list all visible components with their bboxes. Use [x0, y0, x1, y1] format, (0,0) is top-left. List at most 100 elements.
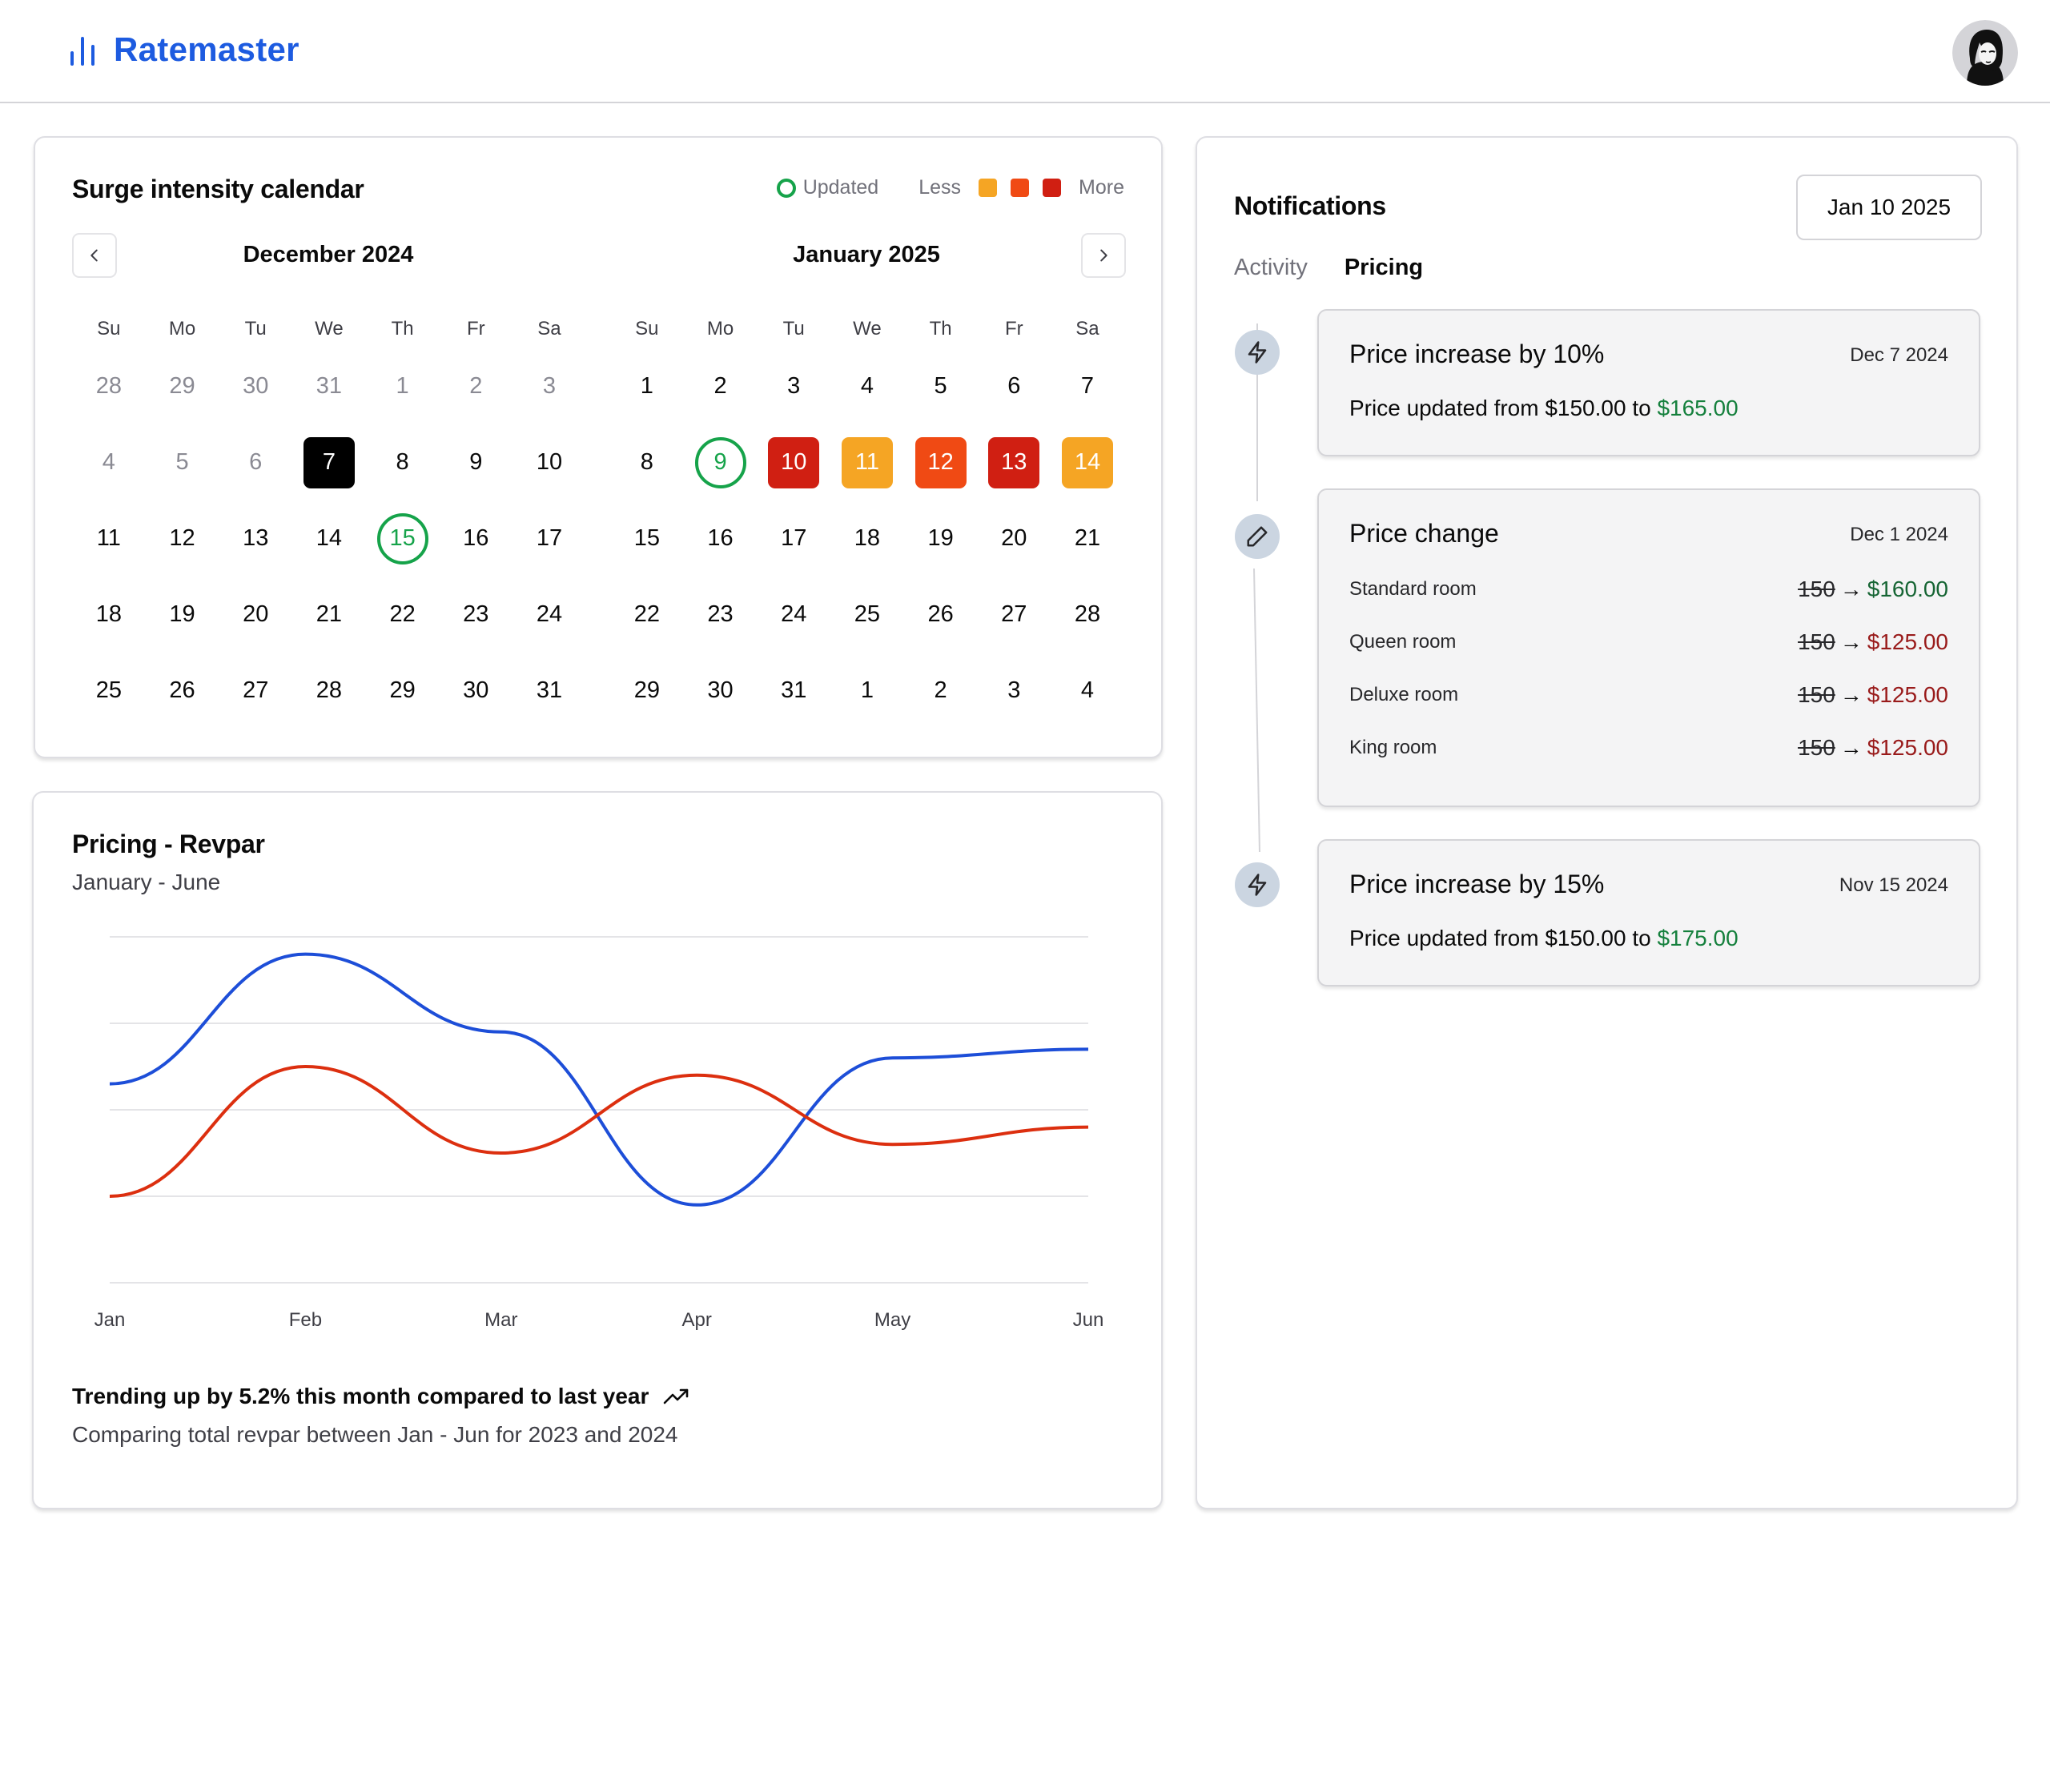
calendar-day[interactable]: 12 [904, 424, 978, 500]
calendar-day[interactable]: 18 [72, 577, 146, 653]
calendar-day[interactable]: 14 [1051, 424, 1124, 500]
calendar-day[interactable]: 1 [830, 653, 904, 729]
calendar-day[interactable]: 30 [439, 653, 512, 729]
calendar-day[interactable]: 1 [366, 348, 440, 424]
calendar-day[interactable]: 22 [366, 577, 440, 653]
calendar-day[interactable]: 18 [830, 500, 904, 577]
calendar-day[interactable]: 26 [146, 653, 219, 729]
weekday-header: Mo [706, 318, 734, 340]
calendar-day[interactable]: 15 [366, 500, 440, 577]
weekday-header: Sa [537, 318, 561, 340]
trending-up-icon [664, 1388, 689, 1404]
calendar-day[interactable]: 6 [977, 348, 1051, 424]
notification-date: Dec 7 2024 [1850, 344, 1948, 366]
calendar-day[interactable]: 20 [219, 577, 292, 653]
calendar-day[interactable]: 21 [292, 577, 366, 653]
calendar-day[interactable]: 27 [219, 653, 292, 729]
calendar-day[interactable]: 8 [366, 424, 440, 500]
next-month-button[interactable] [1081, 233, 1126, 278]
calendar-day[interactable]: 19 [904, 500, 978, 577]
calendar-day[interactable]: 2 [439, 348, 512, 424]
day-number: 16 [707, 525, 734, 551]
calendar-day[interactable]: 31 [292, 348, 366, 424]
notification-body: Price updated from $150.00 to $165.00 [1349, 396, 1738, 421]
tab-pricing[interactable]: Pricing [1344, 255, 1424, 280]
calendar-day[interactable]: 25 [72, 653, 146, 729]
calendar-day[interactable]: 2 [684, 348, 758, 424]
day-number: 4 [102, 449, 115, 475]
calendar-day[interactable]: 13 [219, 500, 292, 577]
day-number: 17 [536, 525, 563, 551]
day-number: 9 [694, 436, 746, 488]
calendar-day[interactable]: 31 [512, 653, 586, 729]
calendar-day[interactable]: 25 [830, 577, 904, 653]
user-avatar[interactable] [1952, 20, 2018, 86]
calendar-day[interactable]: 10 [757, 424, 830, 500]
calendar-day[interactable]: 24 [512, 577, 586, 653]
calendar-day[interactable]: 30 [684, 653, 758, 729]
calendar-day[interactable]: 19 [146, 577, 219, 653]
tab-activity[interactable]: Activity [1234, 255, 1308, 280]
notification-item[interactable]: Price change Dec 1 2024 Standard room 15… [1317, 488, 1980, 807]
calendar-day[interactable]: 9 [439, 424, 512, 500]
calendar-day[interactable]: 1 [610, 348, 684, 424]
calendar-day[interactable]: 4 [1051, 653, 1124, 729]
calendar-day[interactable]: 7 [292, 424, 366, 500]
calendar-day[interactable]: 16 [439, 500, 512, 577]
old-price: 150 [1798, 629, 1835, 654]
calendar-day[interactable]: 9 [684, 424, 758, 500]
calendar-day[interactable]: 11 [830, 424, 904, 500]
brand[interactable]: Ratemaster [69, 30, 299, 69]
calendar-day[interactable]: 10 [512, 424, 586, 500]
calendar-day[interactable]: 28 [292, 653, 366, 729]
date-picker-button[interactable]: Jan 10 2025 [1796, 175, 1982, 240]
calendar-day[interactable]: 23 [439, 577, 512, 653]
new-price: $165.00 [1657, 396, 1738, 420]
day-number: 15 [376, 512, 428, 565]
calendar-day[interactable]: 5 [146, 424, 219, 500]
calendar-day[interactable]: 11 [72, 500, 146, 577]
calendar-day[interactable]: 13 [977, 424, 1051, 500]
notification-item[interactable]: Price increase by 10% Dec 7 2024 Price u… [1317, 309, 1980, 456]
calendar-day[interactable]: 7 [1051, 348, 1124, 424]
calendar-day[interactable]: 28 [72, 348, 146, 424]
calendar-day[interactable]: 4 [72, 424, 146, 500]
calendar-day[interactable]: 29 [610, 653, 684, 729]
calendar-day[interactable]: 30 [219, 348, 292, 424]
calendar-day[interactable]: 6 [219, 424, 292, 500]
month-title: December 2024 [243, 242, 414, 267]
calendar-day[interactable]: 3 [757, 348, 830, 424]
calendar-day[interactable]: 3 [512, 348, 586, 424]
arrow-right-icon: → [1839, 735, 1863, 760]
calendar-day[interactable]: 29 [366, 653, 440, 729]
calendar-day[interactable]: 12 [146, 500, 219, 577]
calendar-day[interactable]: 15 [610, 500, 684, 577]
calendar-day[interactable]: 23 [684, 577, 758, 653]
calendar-day[interactable]: 24 [757, 577, 830, 653]
calendar-title: Surge intensity calendar [72, 175, 364, 203]
calendar-day[interactable]: 17 [512, 500, 586, 577]
calendar-day[interactable]: 14 [292, 500, 366, 577]
calendar-day[interactable]: 4 [830, 348, 904, 424]
notification-item[interactable]: Price increase by 15% Nov 15 2024 Price … [1317, 839, 1980, 986]
calendar-day[interactable]: 27 [977, 577, 1051, 653]
previous-month-button[interactable] [72, 233, 117, 278]
day-number: 14 [1061, 436, 1113, 488]
calendar-day[interactable]: 31 [757, 653, 830, 729]
calendar-day[interactable]: 3 [977, 653, 1051, 729]
calendar-day[interactable]: 29 [146, 348, 219, 424]
calendar-day[interactable]: 21 [1051, 500, 1124, 577]
calendar-day[interactable]: 16 [684, 500, 758, 577]
calendar-day[interactable]: 5 [904, 348, 978, 424]
day-number: 30 [707, 677, 734, 703]
calendar-day[interactable]: 26 [904, 577, 978, 653]
weekday-header: Th [929, 318, 952, 340]
calendar-day[interactable]: 8 [610, 424, 684, 500]
calendar-day[interactable]: 17 [757, 500, 830, 577]
calendar-day[interactable]: 28 [1051, 577, 1124, 653]
day-number: 10 [536, 449, 563, 475]
calendar-day[interactable]: 2 [904, 653, 978, 729]
calendar-day[interactable]: 22 [610, 577, 684, 653]
calendar-day[interactable]: 20 [977, 500, 1051, 577]
day-number: 30 [243, 373, 269, 399]
